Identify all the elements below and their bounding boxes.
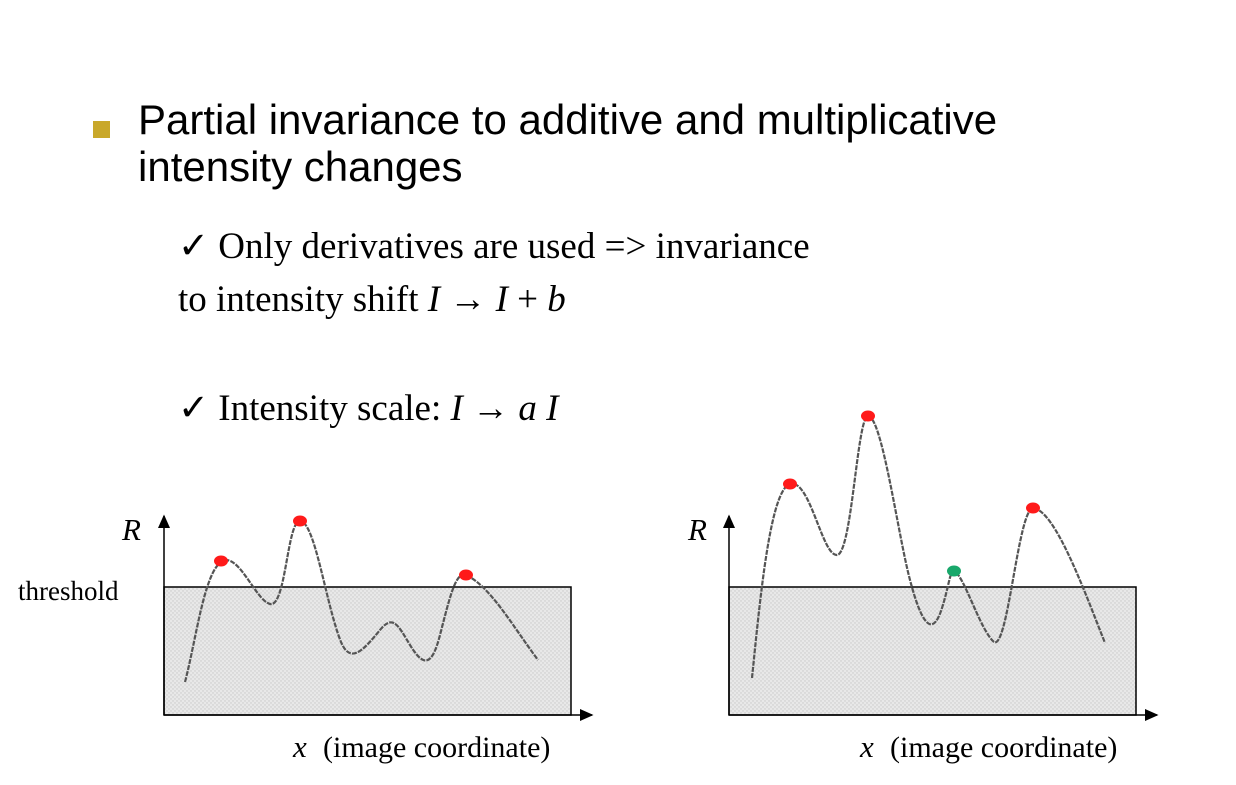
plot-left: R threshold x (image coordinate) (18, 512, 594, 764)
point-2-prefix: Intensity scale: (218, 388, 442, 429)
below-threshold-region (728, 586, 1137, 716)
formula-b: b (547, 279, 566, 320)
checkmark-icon: ✓ (178, 388, 210, 429)
max-above-threshold-marker (459, 569, 473, 581)
formula-arrow: → (472, 388, 510, 429)
max-above-threshold-marker (1026, 502, 1040, 514)
heading-line-1: Partial invariance to additive and multi… (138, 96, 998, 143)
formula-I: I (450, 388, 463, 429)
below-threshold-region (163, 586, 572, 716)
heading-line-2: intensity changes (138, 143, 463, 190)
x-axis-label-var: x (859, 729, 874, 764)
point-1-prefix: to intensity shift (178, 279, 419, 320)
y-axis-label: R (121, 512, 141, 547)
y-axis-label: R (687, 512, 707, 547)
response-curve (183, 519, 539, 683)
formula-arrow: → (449, 279, 487, 320)
threshold-label: threshold (18, 576, 119, 606)
response-curve (750, 414, 1107, 679)
max-above-threshold-marker (861, 410, 875, 422)
x-axis-label-var: x (292, 729, 307, 764)
formula-I: I (427, 279, 441, 320)
checkmark-icon: ✓ (178, 226, 210, 267)
formula-I: I (495, 279, 508, 320)
formula-plus: + (517, 279, 539, 320)
point-2-line: ✓ Intensity scale: I → a I (178, 386, 558, 430)
max-above-threshold-marker (214, 555, 228, 567)
point-1-line-1: ✓ Only derivatives are used => invarianc… (178, 224, 810, 268)
slide-heading: Partial invariance to additive and multi… (138, 96, 1138, 190)
formula-I: I (546, 388, 559, 429)
max-above-threshold-marker (783, 478, 797, 490)
bullet-square-icon (93, 121, 110, 138)
formula-a: a (518, 388, 537, 429)
max-above-threshold-marker (293, 515, 307, 527)
x-axis-label-text: (image coordinate) (323, 731, 550, 764)
point-1-line-2: to intensity shift I → I + b (178, 278, 566, 321)
plot-right: R x (image coordinate) (687, 410, 1159, 764)
x-axis-label-text: (image coordinate) (890, 731, 1117, 764)
point-1-text: Only derivatives are used => invariance (218, 226, 810, 267)
max-new-detection-marker (947, 565, 961, 577)
